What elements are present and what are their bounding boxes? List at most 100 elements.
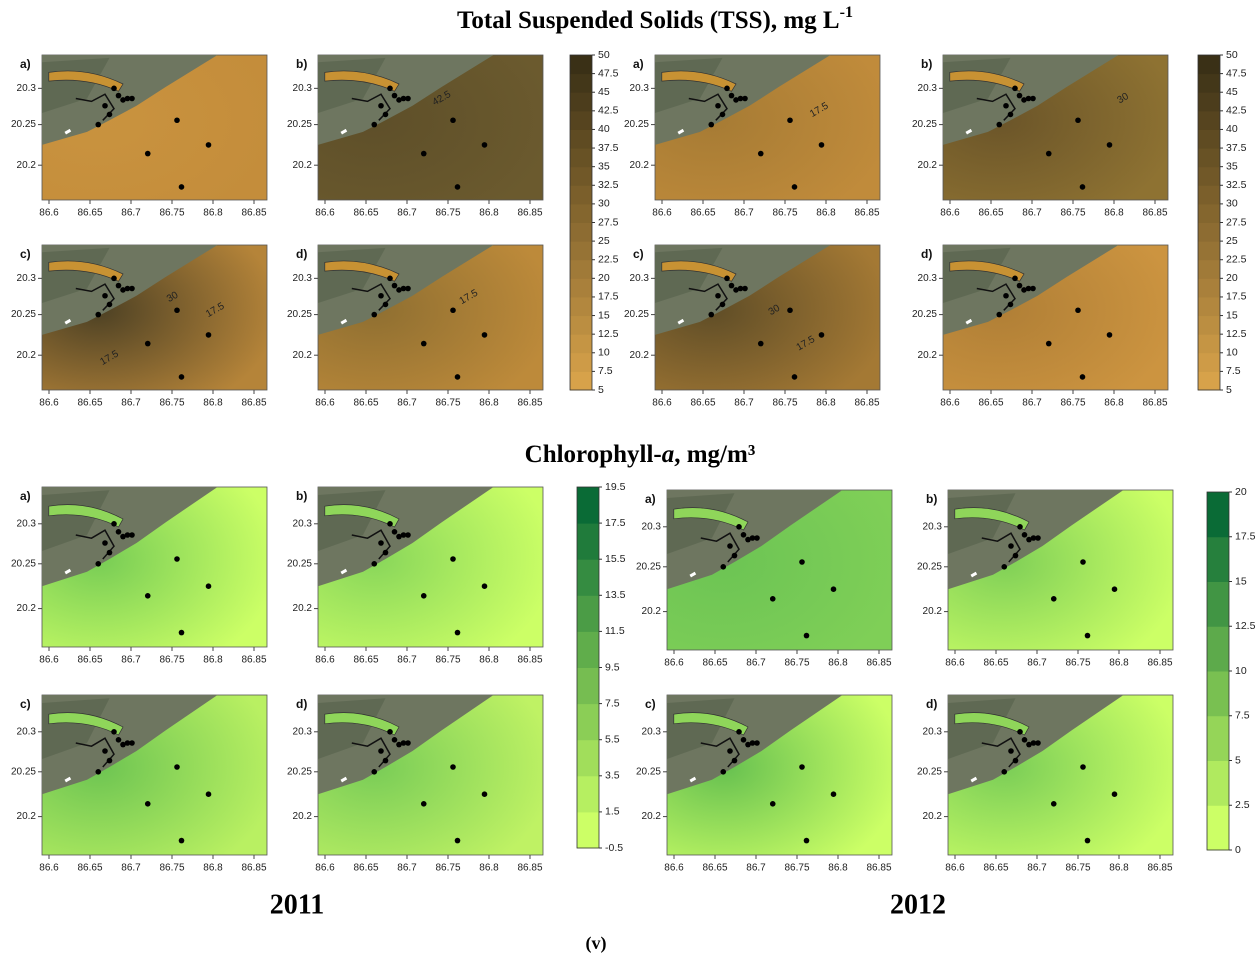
colorbar-label: 42.5	[1226, 105, 1247, 117]
station	[102, 540, 108, 546]
colorbar-band	[1198, 315, 1220, 335]
station	[174, 117, 180, 124]
y-tick-label: 20.3	[17, 518, 37, 529]
station	[727, 748, 733, 754]
colorbar-label: 7.5	[605, 697, 620, 709]
x-tick-label: 86.75	[435, 208, 460, 219]
year-label: 2012	[890, 889, 946, 920]
colorbar-band	[577, 631, 599, 668]
panel-label: d)	[296, 697, 307, 711]
colorbar-band	[570, 185, 592, 205]
station	[1079, 374, 1086, 380]
station	[1001, 564, 1008, 570]
station	[120, 287, 126, 293]
station	[178, 374, 185, 380]
colorbar-label: 1.5	[605, 806, 620, 818]
station	[1017, 524, 1023, 530]
river	[954, 712, 1030, 736]
x-tick-label: 86.6	[39, 655, 59, 666]
station	[396, 287, 402, 293]
x-tick-label: 86.6	[652, 208, 672, 219]
x-tick-label: 86.65	[702, 863, 727, 874]
station	[1008, 543, 1014, 549]
x-tick-label: 86.65	[77, 655, 102, 666]
colorbar-label: 30	[598, 198, 610, 210]
river	[48, 260, 124, 282]
y-tick-label: 20.2	[17, 603, 37, 614]
station	[1007, 301, 1014, 308]
x-tick-label: 86.85	[241, 655, 266, 666]
x-tick-label: 86.85	[517, 398, 542, 409]
station	[1030, 535, 1037, 541]
station	[405, 285, 411, 292]
x-tick-label: 86.8	[203, 863, 223, 874]
river	[48, 504, 124, 528]
contour-label: 30	[165, 290, 181, 305]
station	[111, 275, 117, 282]
colorbar-label: 7.5	[1226, 365, 1241, 377]
station	[124, 740, 131, 746]
station	[391, 529, 398, 535]
colorbar-band	[577, 703, 599, 741]
x-tick-label: 86.8	[479, 208, 499, 219]
station	[720, 564, 727, 570]
station	[724, 275, 730, 282]
station	[830, 586, 837, 592]
station	[95, 121, 102, 128]
station	[1008, 748, 1014, 754]
station	[382, 301, 389, 308]
colorbar-band	[1198, 73, 1220, 93]
x-tick-label: 86.6	[940, 208, 960, 219]
station	[120, 97, 126, 103]
colorbar-label: 20	[598, 272, 610, 284]
station	[754, 740, 760, 746]
station	[450, 556, 456, 562]
station	[120, 741, 126, 748]
x-tick-label: 86.7	[121, 398, 141, 409]
station	[102, 102, 108, 109]
colorbar-band	[1198, 334, 1220, 354]
year-label: 2011	[270, 889, 324, 920]
colorbar-label: 30	[1226, 198, 1238, 210]
river	[949, 70, 1025, 92]
y-tick-label: 20.25	[636, 561, 661, 572]
station	[749, 740, 756, 746]
colorbar-label: 5	[1226, 384, 1232, 396]
colorbar-label: 5	[598, 384, 604, 396]
colorbar-band	[577, 595, 599, 632]
colorbar-band	[570, 352, 592, 372]
colorbar-label: 32.5	[598, 179, 619, 191]
x-tick-label: 86.8	[203, 655, 223, 666]
y-tick-label: 20.25	[624, 119, 649, 130]
river	[673, 712, 749, 736]
station	[420, 340, 427, 347]
caption: (v)	[586, 933, 607, 954]
x-tick-label: 86.6	[652, 398, 672, 409]
colorbar-label: 40	[598, 123, 610, 135]
colorbar-band	[1198, 371, 1220, 391]
station	[124, 532, 131, 538]
x-tick-label: 86.8	[479, 655, 499, 666]
colorbar-band	[1198, 148, 1220, 168]
colorbar-band	[1198, 296, 1220, 317]
river	[954, 507, 1030, 531]
station	[1026, 536, 1032, 543]
station	[481, 142, 488, 148]
colorbar-label: 50	[1226, 49, 1238, 61]
station	[144, 801, 151, 807]
beach-marker	[970, 776, 978, 783]
station	[174, 764, 180, 770]
colorbar-label: 19.5	[605, 481, 626, 493]
y-tick-label: 20.2	[630, 350, 650, 361]
y-tick-label: 20.2	[642, 606, 662, 617]
station	[129, 532, 135, 538]
colorbar-label: 35	[1226, 160, 1238, 172]
station	[405, 740, 411, 746]
station	[733, 97, 739, 103]
colorbar-label: 12.5	[1226, 328, 1247, 340]
colorbar-label: 50	[598, 49, 610, 61]
chl-title: Chlorophyll-a, mg/m³	[525, 441, 756, 468]
station	[382, 549, 389, 556]
river	[324, 504, 400, 528]
